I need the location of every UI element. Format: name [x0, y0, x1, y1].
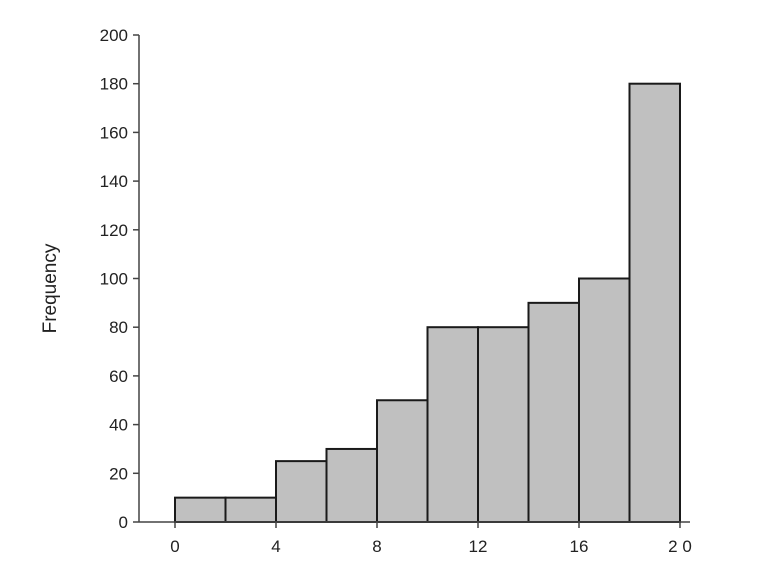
- histogram-bar-1: [224, 496, 277, 523]
- y-tick-label: 200: [100, 26, 128, 45]
- x-ticks: 0 4 8 12 16 2 0: [170, 522, 692, 556]
- y-tick-label: 60: [109, 367, 128, 386]
- x-tick-label: 8: [372, 537, 381, 556]
- x-tick-label: 0: [170, 537, 179, 556]
- y-tick-label: 120: [100, 221, 128, 240]
- histogram-bar-2: [275, 460, 328, 523]
- histogram-bar-4: [376, 399, 429, 523]
- histogram-bar-3: [325, 447, 378, 524]
- y-tick-label: 160: [100, 123, 128, 142]
- bars-layer: [174, 82, 681, 524]
- histogram-bar-9: [628, 82, 681, 523]
- histogram-bar-6: [477, 326, 530, 524]
- y-tick-label: 80: [109, 318, 128, 337]
- y-tick-label: 20: [109, 464, 128, 483]
- y-axis-title: Frequency: [40, 243, 61, 333]
- y-tick-label: 40: [109, 416, 128, 435]
- y-tick-label: 140: [100, 172, 128, 191]
- histogram-bar-8: [578, 277, 631, 523]
- histogram-bar-5: [426, 326, 479, 524]
- y-ticks: 0 20 40 60 80 100 120 140 160 180 200: [100, 26, 139, 532]
- x-tick-label: 16: [570, 537, 589, 556]
- y-tick-label: 180: [100, 75, 128, 94]
- x-tick-label: 4: [271, 537, 280, 556]
- x-tick-label: 2 0: [668, 537, 692, 556]
- y-tick-label: 100: [100, 270, 128, 289]
- y-tick-label: 0: [119, 513, 128, 532]
- histogram-bar-0: [174, 496, 227, 523]
- histogram-bar-7: [527, 301, 580, 523]
- x-tick-label: 12: [469, 537, 488, 556]
